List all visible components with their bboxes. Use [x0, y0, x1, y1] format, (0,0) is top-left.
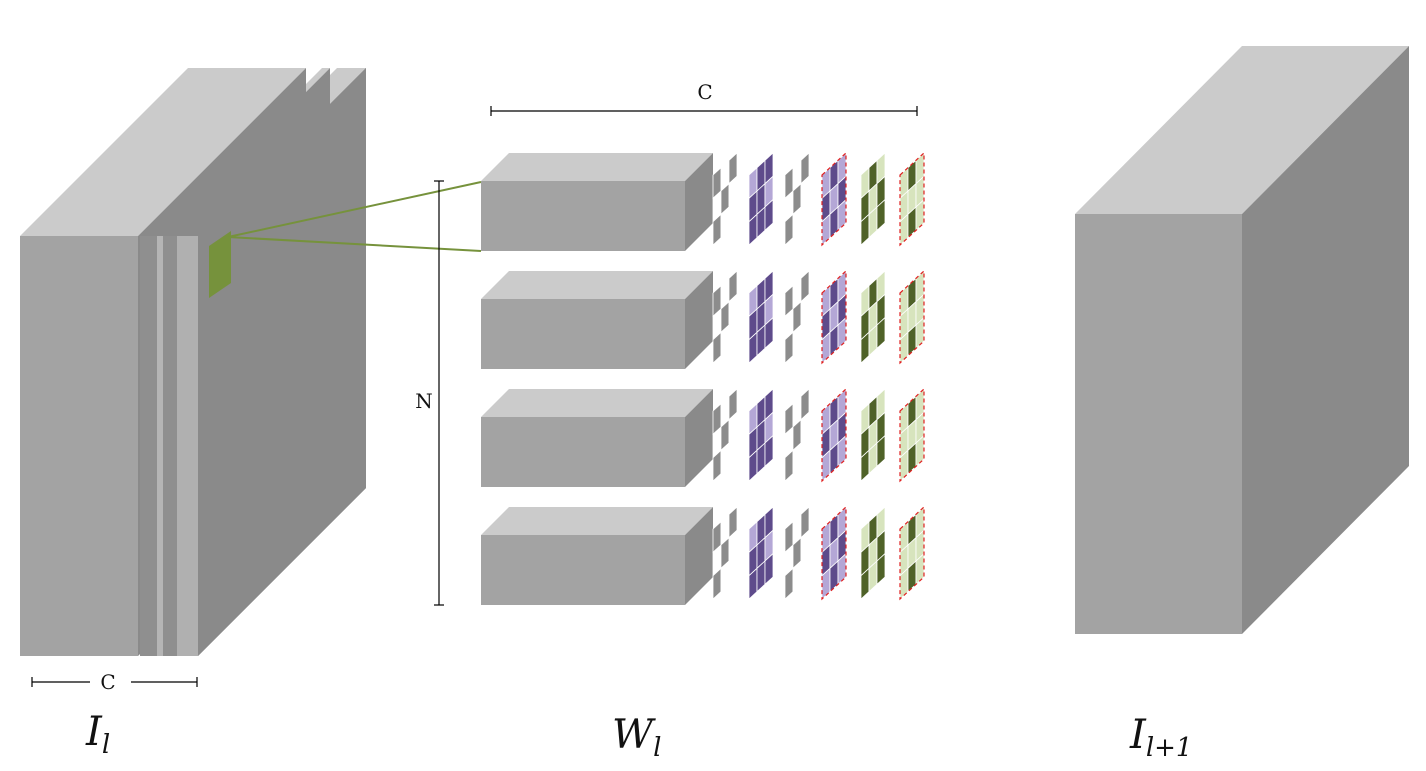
kernel-slice	[821, 505, 847, 601]
kernel-cell	[876, 316, 886, 350]
output-tensor	[1075, 46, 1409, 634]
kernel-slice	[899, 151, 925, 247]
highlight-patch	[209, 231, 231, 298]
kernel-slice	[860, 152, 886, 246]
kernel-cell	[728, 434, 738, 468]
kernel-slice	[821, 387, 847, 483]
kernel-slice	[712, 506, 738, 600]
filter-count-label: N	[415, 389, 433, 413]
kernel-slice	[748, 388, 774, 482]
kernel-cell	[764, 198, 774, 232]
kernel-slice	[712, 152, 738, 246]
kernel-cell	[837, 434, 847, 468]
kernel-cell	[915, 434, 925, 468]
kernel-slice	[860, 388, 886, 482]
kernel-dashed-outline	[899, 387, 925, 483]
kernel-slice	[712, 388, 738, 482]
kernel-cell	[800, 316, 810, 350]
kernel-cell	[876, 198, 886, 232]
filter-block-top	[481, 271, 713, 299]
input-slice-gap-faces	[140, 68, 366, 656]
kernel-cell	[728, 198, 738, 232]
filter-block-side	[685, 271, 713, 369]
filter-block-front	[481, 417, 685, 487]
kernel-slice	[784, 270, 810, 364]
kernel-cell	[800, 198, 810, 232]
kernel-slice	[784, 388, 810, 482]
kernel-dashed-outline	[821, 269, 847, 365]
kernel-slice	[784, 152, 810, 246]
filter-block-front	[481, 535, 685, 605]
kernel-dashed-outline	[821, 151, 847, 247]
kernel-dashed-outline	[821, 505, 847, 601]
kernel-dashed-outline	[821, 387, 847, 483]
kernel-dashed-outline	[899, 151, 925, 247]
filter-block-front	[481, 299, 685, 369]
weights-label: Wl	[612, 712, 661, 763]
kernel-slice	[748, 270, 774, 364]
kernel-cell	[876, 434, 886, 468]
kernel-cell	[728, 316, 738, 350]
filter-block-top	[481, 507, 713, 535]
kernel-slice	[712, 270, 738, 364]
kernel-slice	[899, 269, 925, 365]
filter-block-top	[481, 389, 713, 417]
weight-filter-row	[481, 269, 925, 369]
input-tensor	[20, 68, 366, 656]
kernel-cell	[837, 552, 847, 586]
weight-filters	[481, 151, 925, 605]
kernel-cell	[915, 198, 925, 232]
filter-block-side	[685, 507, 713, 605]
kernel-cell	[915, 552, 925, 586]
filter-block-side	[685, 389, 713, 487]
weight-filter-row	[481, 387, 925, 487]
kernel-cell	[800, 434, 810, 468]
input-channel-label: C	[100, 670, 115, 694]
output-tensor-label: Il+1	[1129, 712, 1192, 763]
kernel-dashed-outline	[899, 269, 925, 365]
weight-filter-row	[481, 151, 925, 251]
kernel-dashed-outline	[899, 505, 925, 601]
kernel-slice	[821, 151, 847, 247]
kernel-cell	[876, 552, 886, 586]
filter-block-front	[481, 181, 685, 251]
kernel-slice	[748, 506, 774, 600]
kernel-cell	[764, 316, 774, 350]
kernel-slice	[860, 270, 886, 364]
kernel-slice	[784, 506, 810, 600]
input-channel-dimension: C	[31, 670, 198, 694]
kernel-cell	[728, 552, 738, 586]
kernel-cell	[764, 552, 774, 586]
kernel-cell	[800, 552, 810, 586]
kernel-slice	[899, 387, 925, 483]
filter-count-dimension: N	[415, 180, 444, 606]
kernel-cell	[764, 434, 774, 468]
input-tensor-label: Il	[85, 709, 110, 760]
filter-block-top	[481, 153, 713, 181]
kernel-slice	[899, 505, 925, 601]
kernel-cell	[837, 316, 847, 350]
kernel-slice	[748, 152, 774, 246]
weight-filter-row	[481, 505, 925, 605]
kernel-cell	[915, 316, 925, 350]
weight-channel-label: C	[697, 80, 712, 104]
weight-channel-dimension: C	[490, 80, 918, 116]
kernel-slice	[860, 506, 886, 600]
filter-block-side	[685, 153, 713, 251]
kernel-slice	[821, 269, 847, 365]
kernel-cell	[837, 198, 847, 232]
